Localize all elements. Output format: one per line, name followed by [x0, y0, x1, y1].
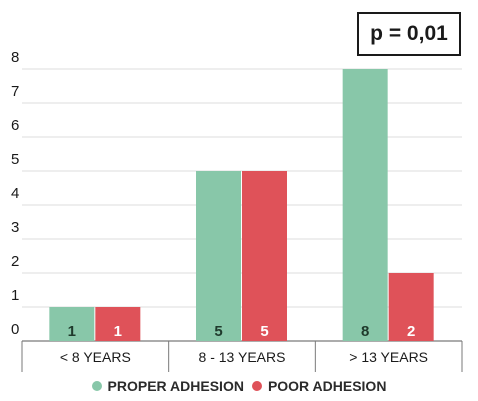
y-tick-label: 2: [11, 253, 19, 270]
bar: [342, 69, 388, 341]
legend-label-poor-adhesion: POOR ADHESION: [267, 378, 387, 394]
legend-swatch-poor-adhesion: [251, 381, 262, 391]
x-tick-label: < 8 YEARS: [60, 349, 131, 365]
bar: [95, 307, 141, 341]
y-tick-label: 0: [11, 321, 19, 338]
y-tick-label: 6: [11, 117, 19, 134]
legend-item-proper-adhesion: PROPER ADHESION: [91, 378, 244, 394]
y-tick-label: 1: [11, 287, 19, 304]
bar-value-label: 1: [114, 323, 122, 340]
legend: PROPER ADHESION POOR ADHESION: [0, 378, 478, 394]
y-tick-label: 4: [11, 185, 19, 202]
x-tick-label: 8 - 13 YEARS: [199, 349, 286, 365]
bar-value-label: 8: [361, 323, 369, 340]
x-tick-label: > 13 YEARS: [349, 349, 428, 365]
p-value-annotation: p = 0,01: [357, 12, 461, 56]
y-tick-label: 3: [11, 219, 19, 236]
bar-value-label: 1: [68, 323, 76, 340]
bar-value-label: 5: [260, 323, 268, 340]
bar: [49, 307, 95, 341]
y-tick-label: 5: [11, 151, 19, 168]
y-tick-label: 8: [11, 49, 19, 66]
legend-item-poor-adhesion: POOR ADHESION: [251, 378, 387, 394]
y-tick-label: 7: [11, 83, 19, 100]
legend-swatch-proper-adhesion: [91, 381, 102, 391]
bar: [388, 273, 434, 341]
bar: [196, 171, 241, 341]
legend-label-proper-adhesion: PROPER ADHESION: [107, 378, 244, 394]
bar-value-label: 5: [214, 323, 222, 340]
bar-value-label: 2: [407, 323, 415, 340]
bar: [242, 171, 287, 341]
